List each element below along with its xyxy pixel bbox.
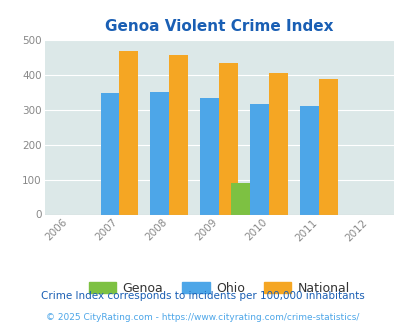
Text: Crime Index corresponds to incidents per 100,000 inhabitants: Crime Index corresponds to incidents per…	[41, 291, 364, 301]
Bar	[269, 73, 288, 214]
Bar	[230, 183, 249, 214]
Bar	[119, 51, 138, 214]
Bar	[100, 93, 119, 214]
Bar	[169, 55, 188, 214]
Bar	[219, 63, 238, 214]
Bar	[318, 79, 337, 214]
Bar	[150, 92, 169, 214]
Bar	[299, 106, 318, 214]
Text: © 2025 CityRating.com - https://www.cityrating.com/crime-statistics/: © 2025 CityRating.com - https://www.city…	[46, 313, 359, 322]
Bar	[249, 104, 269, 214]
Bar	[200, 98, 219, 214]
Legend: Genoa, Ohio, National: Genoa, Ohio, National	[84, 277, 354, 300]
Title: Genoa Violent Crime Index: Genoa Violent Crime Index	[105, 19, 333, 34]
